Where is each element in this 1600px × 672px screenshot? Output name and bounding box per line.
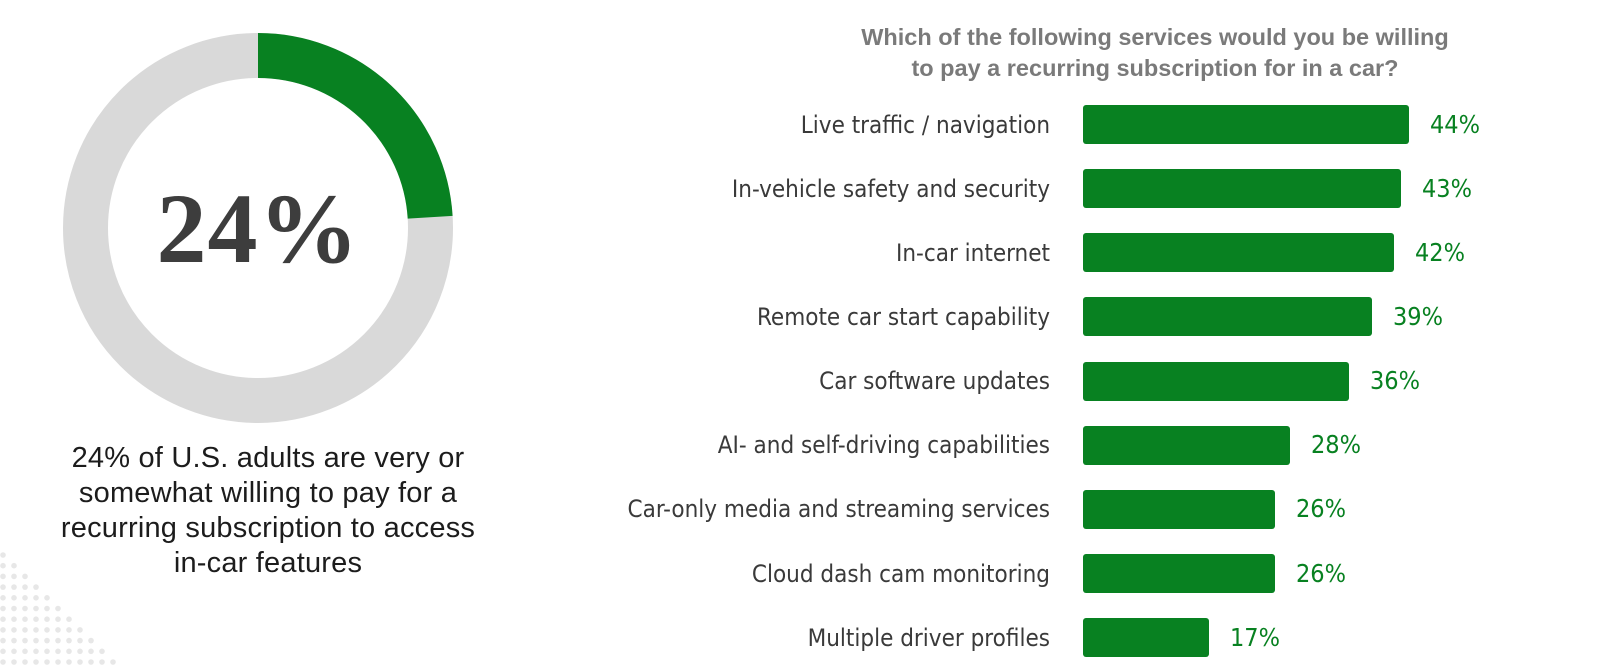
donut-rings [63, 33, 453, 423]
bar-value-label: 36% [1370, 366, 1420, 396]
bar-value-label: 26% [1296, 494, 1346, 524]
bar-category-label: Car software updates [819, 367, 1050, 396]
bar-value-label: 42% [1415, 237, 1465, 267]
bar-value-label: 43% [1422, 173, 1472, 203]
bar [1083, 554, 1275, 594]
bar [1083, 361, 1349, 401]
donut-caption: 24% of U.S. adults are very or somewhat … [60, 442, 476, 579]
bar-value-label: 17% [1230, 622, 1280, 652]
donut-center: 24% [63, 33, 453, 423]
donut-value-arc [63, 33, 453, 423]
donut-chart: 24% [63, 33, 453, 423]
bar-category-label: Remote car start capability [756, 302, 1050, 331]
bar-category-label: In-vehicle safety and security [731, 174, 1050, 203]
bar [1083, 105, 1409, 144]
bar [1083, 297, 1372, 337]
bar-category-label: Multiple driver profiles [807, 623, 1050, 652]
bar-category-label: Car-only media and streaming services [627, 495, 1050, 524]
dot-pattern-decoration [0, 552, 116, 665]
bar-category-label: In-car internet [896, 238, 1050, 267]
bar [1083, 169, 1401, 209]
bar-category-label: Live traffic / navigation [800, 110, 1050, 139]
bar [1083, 618, 1209, 658]
bar-value-label: 39% [1393, 301, 1443, 331]
bar-category-label: AI- and self-driving capabilities [717, 431, 1050, 460]
bar [1083, 425, 1290, 465]
donut-percent-label: 24% [156, 172, 360, 284]
bar [1083, 233, 1394, 273]
bar-value-label: 28% [1311, 430, 1361, 460]
bar [1083, 489, 1275, 529]
bar-category-label: Cloud dash cam monitoring [751, 559, 1050, 588]
chart-title: Which of the following services would yo… [861, 24, 1449, 81]
bar-value-label: 26% [1296, 558, 1346, 588]
bar-value-label: 44% [1430, 109, 1480, 139]
